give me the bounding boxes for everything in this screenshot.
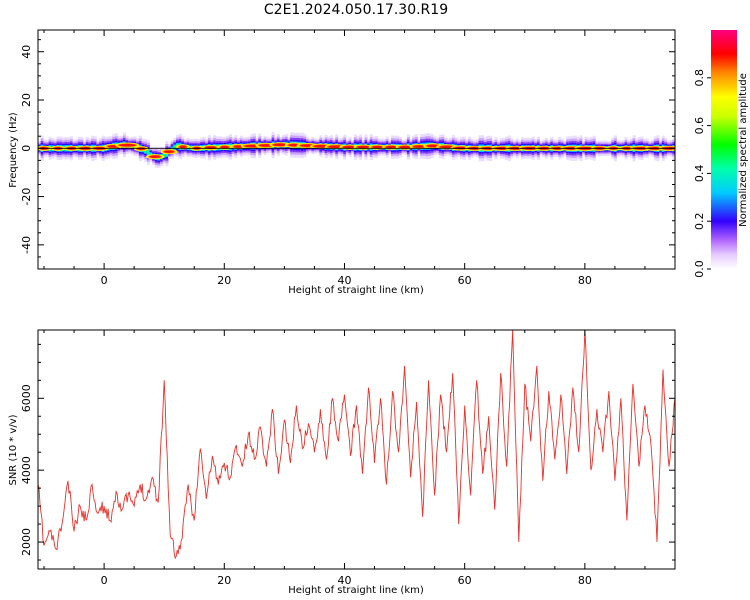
heatmap-cell — [439, 145, 454, 149]
colorbar-tick-label: 0.6 — [693, 117, 706, 135]
x-tick-label: 20 — [217, 274, 231, 287]
y-tick-label: 4000 — [20, 456, 33, 484]
heatmap-cell — [170, 147, 174, 152]
snr-frame — [37, 329, 676, 570]
heatmap-cell — [220, 145, 229, 149]
heatmap-cell — [179, 145, 187, 149]
colorbar-tick-label: 0.0 — [693, 260, 706, 278]
heatmap-cell — [426, 144, 440, 148]
heatmap-cell — [385, 145, 397, 149]
x-tick-label: 0 — [101, 274, 108, 287]
x-tick-label: 20 — [217, 574, 231, 587]
colorbar-tick-label: 0.2 — [693, 212, 706, 230]
y-tick-label: 0 — [20, 145, 33, 152]
spectrogram-x-axis-label: Height of straight line (km) — [288, 285, 424, 296]
snr-series — [38, 330, 675, 560]
spectrogram-heatmap — [38, 131, 675, 168]
y-tick-label: 6000 — [20, 384, 33, 412]
spectrogram-ticks: 0 20 40 60 80 -40 -20 0 20 40 — [20, 30, 676, 287]
heatmap-cell — [118, 143, 136, 147]
heatmap-cell — [149, 155, 161, 158]
x-tick-label: 80 — [578, 574, 592, 587]
heatmap-cell — [372, 145, 383, 149]
y-tick-label: 20 — [20, 93, 33, 107]
colorbar-tick-label: 0.8 — [693, 69, 706, 87]
spectrogram-panel: 0 20 40 60 80 -40 -20 0 20 40 Height of straight … — [8, 29, 676, 296]
x-tick-label: 80 — [578, 274, 592, 287]
heatmap-cell — [173, 145, 177, 149]
y-tick-label: 40 — [20, 45, 33, 59]
spectrogram-y-axis-label: Frequency (Hz) — [8, 112, 19, 188]
spectrogram-frame — [37, 29, 676, 270]
heatmap-cell — [272, 143, 288, 147]
x-tick-label: 0 — [101, 574, 108, 587]
x-tick-label: 60 — [458, 274, 472, 287]
x-tick-label: 60 — [458, 574, 472, 587]
heatmap-cell — [357, 145, 370, 149]
heatmap-cell — [413, 145, 425, 148]
heatmap-cell — [146, 149, 150, 155]
colorbar-gradient — [711, 30, 737, 269]
heatmap-cell — [162, 154, 166, 158]
snr-x-axis-label: Height of straight line (km) — [288, 585, 424, 596]
snr-ticks: 0 20 40 60 80 2000 4000 6000 — [20, 330, 676, 587]
snr-y-axis-label: SNR (10 * v/v) — [8, 414, 19, 485]
heatmap-cell — [399, 145, 412, 149]
snr-panel: 0 20 40 60 80 2000 4000 6000 Height of straight… — [8, 329, 676, 596]
colorbar-ticks: 0.0 0.2 0.4 0.6 0.8 — [693, 69, 711, 278]
colorbar: 0.0 0.2 0.4 0.6 0.8 Normalized spectral ampl… — [693, 30, 749, 278]
heatmap-cell — [163, 150, 175, 153]
figure-title: C2E1.2024.050.17.30.R19 — [264, 2, 448, 18]
x-tick-label: 40 — [337, 274, 351, 287]
snr-line — [38, 330, 675, 560]
y-tick-label: -40 — [20, 236, 33, 254]
colorbar-tick-label: 0.4 — [693, 165, 706, 183]
heatmap-cell — [342, 145, 357, 149]
x-tick-label: 40 — [337, 574, 351, 587]
y-tick-label: 2000 — [20, 528, 33, 556]
y-tick-label: -20 — [20, 188, 33, 206]
colorbar-label: Normalized spectral amplitude — [738, 73, 749, 227]
